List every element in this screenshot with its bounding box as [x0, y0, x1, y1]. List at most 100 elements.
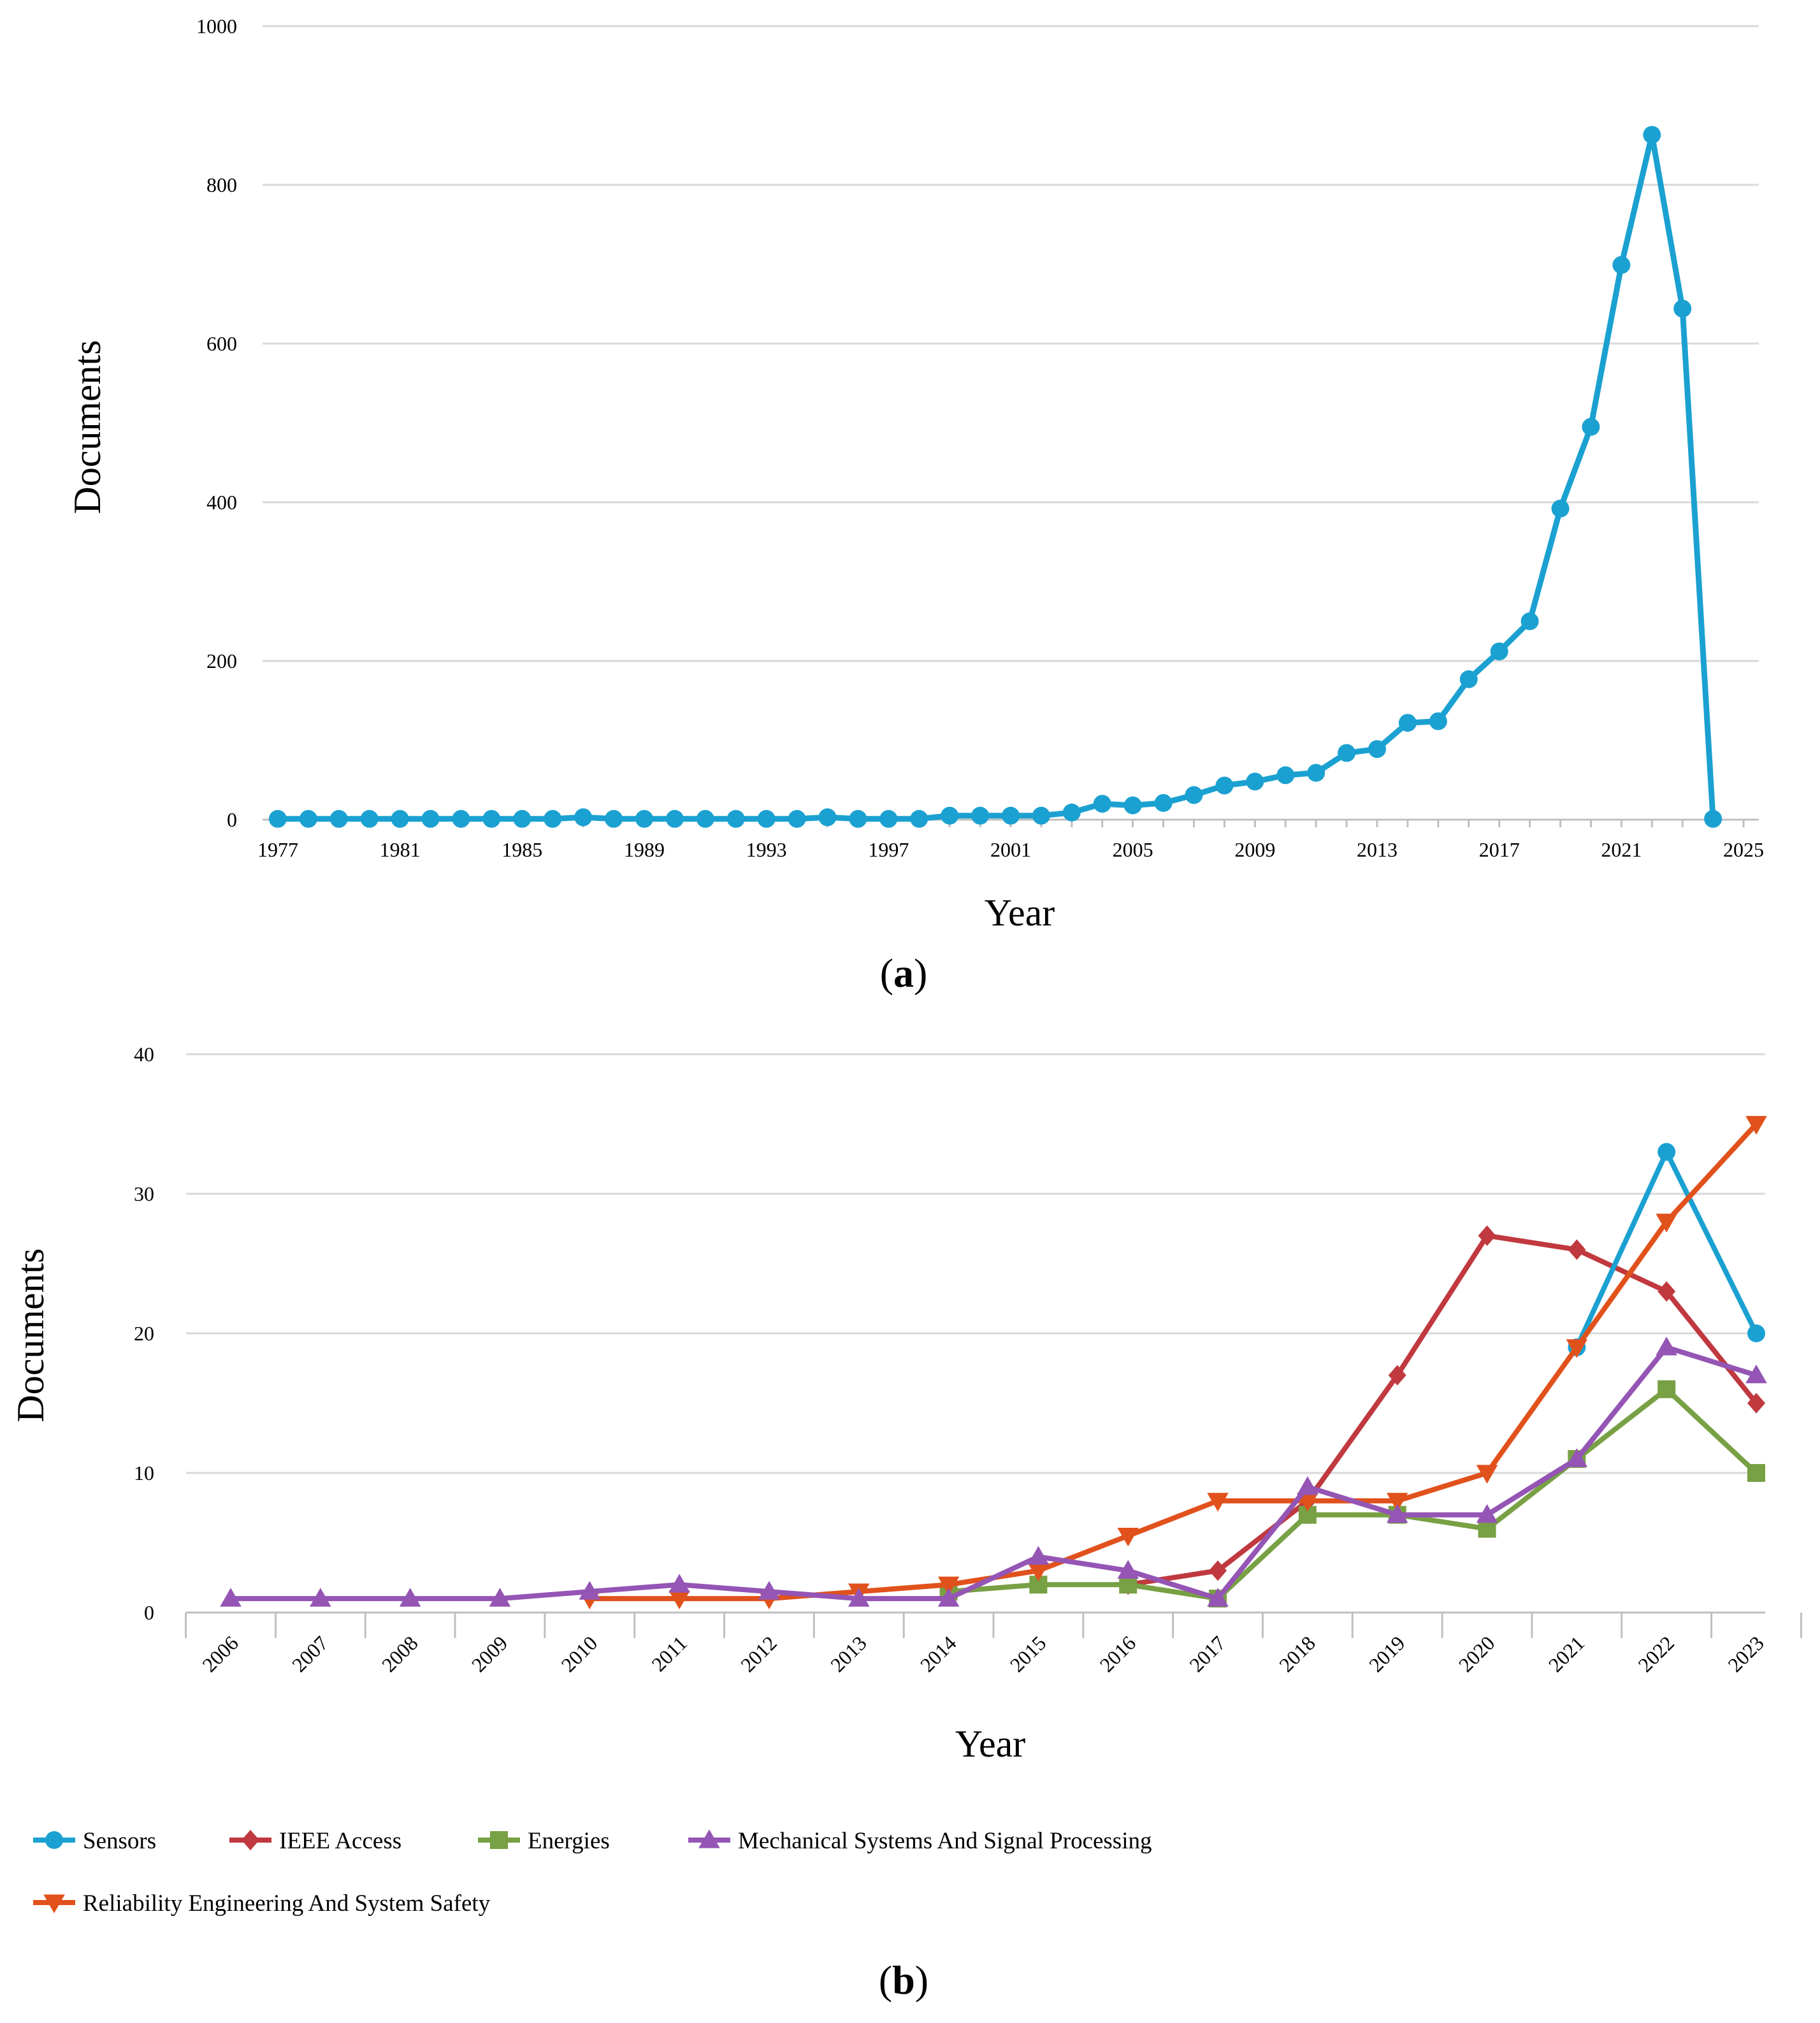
data-point-sensors	[1658, 1143, 1676, 1161]
data-point	[1643, 126, 1661, 144]
data-point-reliability-engineering-and-system-safety	[668, 1590, 690, 1609]
data-point	[941, 806, 959, 825]
data-point	[910, 809, 928, 828]
x-tick-label: 2017	[1479, 838, 1520, 861]
data-point	[757, 809, 776, 828]
data-point	[665, 809, 684, 828]
y-tick-label: 40	[134, 1043, 154, 1066]
data-point	[452, 809, 470, 828]
data-point	[1398, 714, 1417, 732]
x-tick-label: 2021	[1601, 838, 1642, 861]
legend-marker-reliability-engineering-and-system-safety	[43, 1894, 65, 1913]
x-tick-label: 2013	[826, 1631, 871, 1676]
data-point	[818, 808, 837, 827]
data-point	[1185, 786, 1203, 804]
data-point	[1032, 806, 1050, 825]
x-tick-label: 1989	[624, 838, 665, 861]
data-point	[1338, 744, 1356, 762]
data-point	[329, 809, 348, 828]
data-point-mechanical-systems-and-signal-processing	[668, 1574, 690, 1593]
chart-a-x-axis-title: Year	[985, 892, 1055, 934]
data-point	[1429, 712, 1447, 730]
legend-marker-energies	[490, 1831, 508, 1849]
data-point-reliability-engineering-and-system-safety	[1566, 1339, 1588, 1358]
data-point	[1093, 795, 1111, 813]
x-tick-label: 2013	[1357, 838, 1398, 861]
x-tick-label: 2015	[1006, 1631, 1051, 1676]
chart-b-legend: Sensors IEEE Access Energies Mechanical Sys…	[33, 1828, 1152, 1917]
chart-b-gridlines	[185, 1053, 1802, 1638]
x-tick-label: 2022	[1633, 1631, 1679, 1676]
legend-label-sensors: Sensors	[83, 1828, 156, 1854]
data-point	[879, 809, 898, 828]
x-tick-label: 2006	[198, 1631, 243, 1676]
y-tick-label: 200	[206, 649, 237, 672]
legend-marker-sensors	[45, 1831, 63, 1849]
x-tick-label: 2011	[647, 1631, 691, 1676]
data-point-mechanical-systems-and-signal-processing	[579, 1581, 601, 1600]
x-tick-label: 2017	[1185, 1631, 1230, 1676]
data-point-ieee-access	[1658, 1281, 1676, 1302]
data-point-mechanical-systems-and-signal-processing	[489, 1588, 511, 1607]
data-point	[1459, 670, 1478, 688]
data-point-reliability-engineering-and-system-safety	[1745, 1115, 1767, 1135]
data-point	[482, 809, 501, 828]
data-point-mechanical-systems-and-signal-processing	[1656, 1337, 1677, 1356]
data-point-reliability-engineering-and-system-safety	[1027, 1562, 1050, 1582]
data-point	[849, 809, 867, 828]
data-point-energies	[1747, 1464, 1765, 1482]
data-point	[1612, 256, 1631, 274]
data-point-mechanical-systems-and-signal-processing	[399, 1588, 421, 1607]
x-tick-label: 2018	[1275, 1631, 1320, 1676]
data-point	[1276, 766, 1295, 785]
series-line-documents	[277, 132, 1716, 822]
x-tick-label: 2001	[990, 838, 1031, 861]
x-tick-label: 2009	[1234, 838, 1275, 861]
chart-a-series	[268, 126, 1722, 828]
data-point	[574, 808, 593, 827]
data-point	[421, 809, 440, 828]
x-tick-label: 1985	[502, 838, 542, 861]
legend-label-reliability-engineering-and-system-safety: Reliability Engineering And System Safet…	[83, 1890, 491, 1917]
data-point-mechanical-systems-and-signal-processing	[1027, 1546, 1050, 1565]
x-tick-label: 2005	[1113, 838, 1153, 861]
data-point-reliability-engineering-and-system-safety	[1386, 1493, 1408, 1512]
data-point	[696, 809, 714, 828]
data-point	[299, 809, 317, 828]
data-point-ieee-access	[1747, 1393, 1765, 1414]
data-point	[1154, 794, 1173, 812]
y-tick-label: 1000	[196, 15, 237, 38]
chart-b-y-ticks: 0 10 20 30 40	[134, 1043, 154, 1624]
data-point	[513, 809, 531, 828]
chart-a-y-ticks: 0 200 400 600 800 1000	[196, 15, 237, 831]
data-point	[544, 809, 562, 828]
legend-label-mechanical-systems-and-signal-processing: Mechanical Systems And Signal Processing	[738, 1828, 1152, 1854]
y-tick-label: 20	[134, 1322, 154, 1345]
data-point	[1368, 740, 1387, 758]
data-point	[726, 809, 745, 828]
data-point	[360, 809, 379, 828]
x-tick-label: 2023	[1723, 1631, 1768, 1676]
chart-b-caption: (b)	[879, 1957, 928, 2003]
legend-marker-ieee-access	[242, 1829, 259, 1851]
data-point	[268, 809, 287, 828]
data-point	[605, 809, 623, 828]
y-tick-label: 30	[134, 1182, 154, 1205]
x-tick-label: 1993	[746, 838, 787, 861]
chart-b-y-axis-title: Documents	[10, 1248, 52, 1422]
chart-b-x-axis-title: Year	[955, 1723, 1026, 1765]
y-tick-label: 600	[206, 332, 237, 355]
x-tick-label: 2019	[1364, 1631, 1410, 1676]
data-point	[1246, 772, 1264, 791]
x-tick-label: 2020	[1454, 1631, 1499, 1676]
x-tick-label: 1997	[868, 838, 909, 861]
data-point-mechanical-systems-and-signal-processing	[1297, 1476, 1318, 1495]
y-tick-label: 800	[206, 173, 237, 196]
data-point-mechanical-systems-and-signal-processing	[937, 1588, 960, 1607]
data-point-reliability-engineering-and-system-safety	[1476, 1465, 1498, 1484]
data-point	[1307, 764, 1325, 782]
data-point	[391, 809, 409, 828]
data-point-mechanical-systems-and-signal-processing	[220, 1588, 242, 1607]
chart-b-x-ticks: 2006 2007 2008 2009 2010 2011 2012 2013 2014 2015…	[198, 1631, 1768, 1676]
